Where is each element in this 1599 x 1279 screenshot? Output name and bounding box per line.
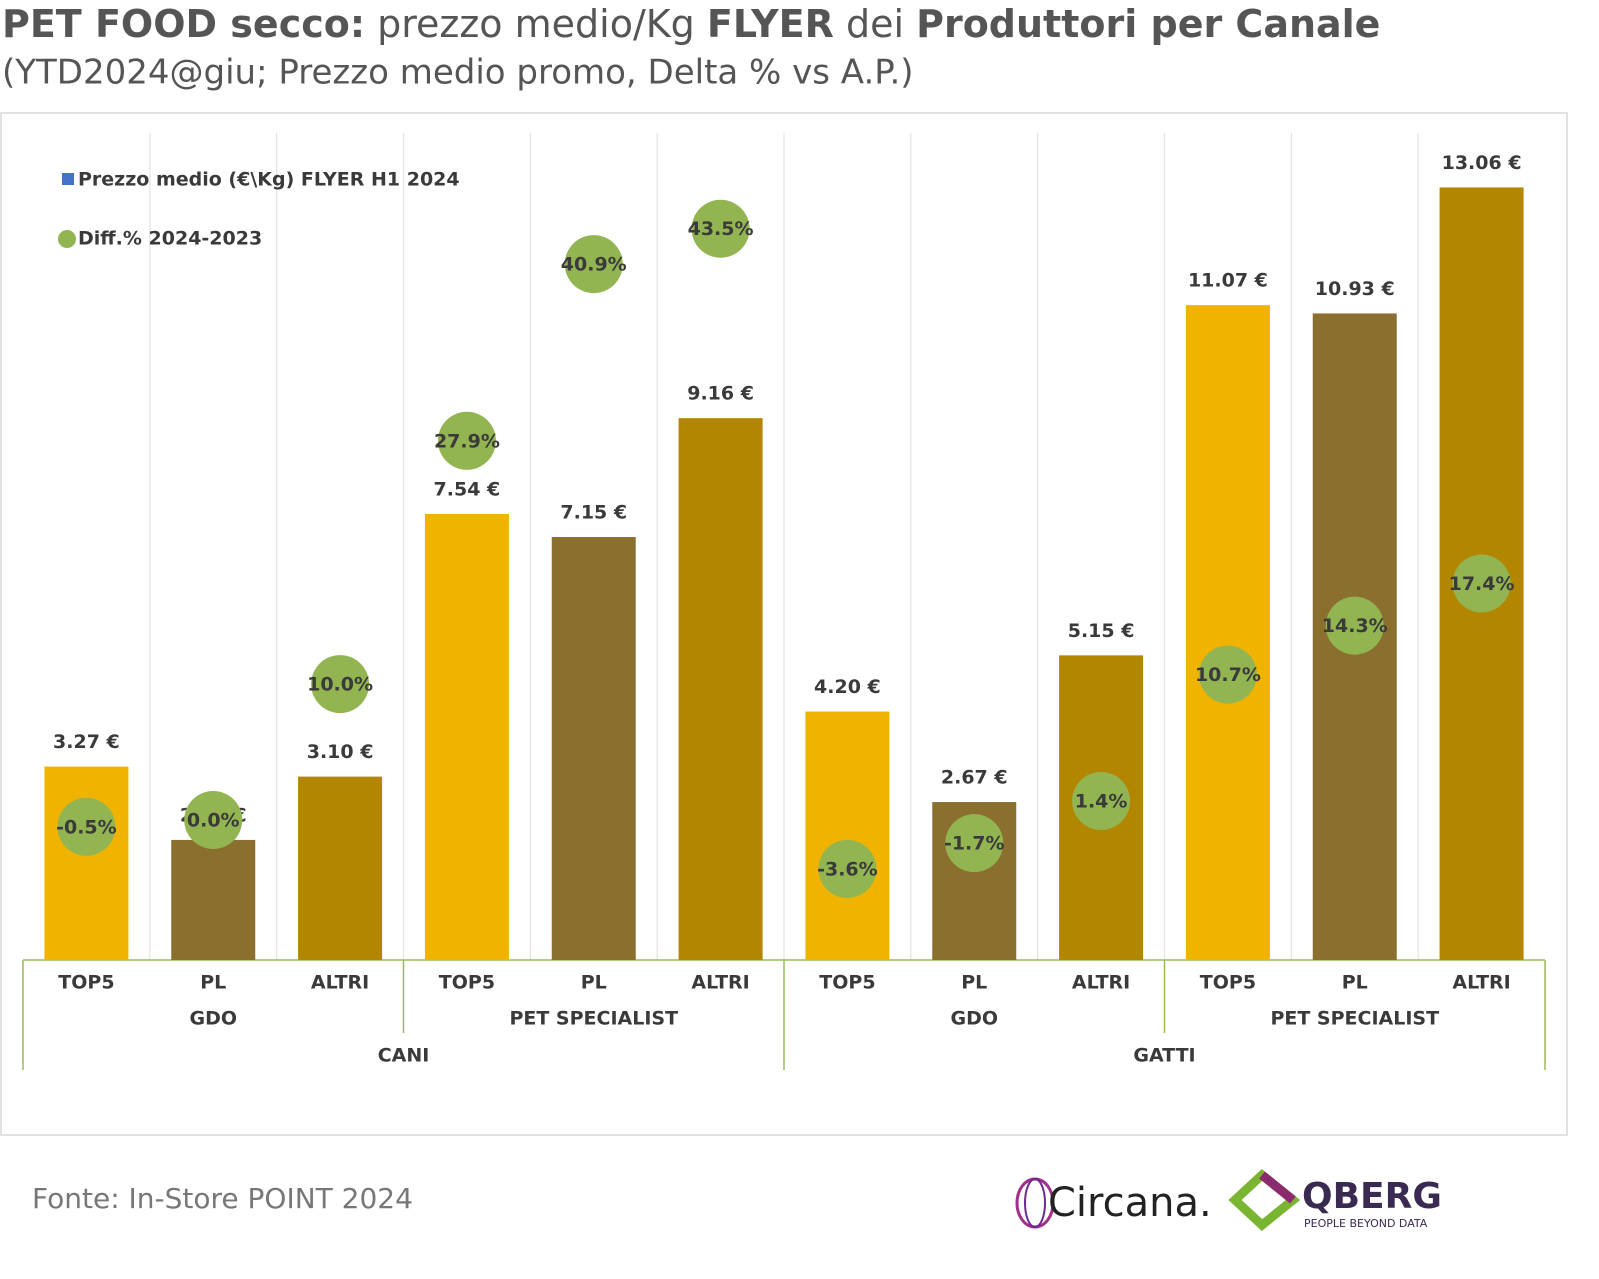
- x-tick-label: ALTRI: [1452, 972, 1510, 994]
- x-tick-label: PL: [581, 972, 607, 994]
- diff-value-label: 1.4%: [1075, 790, 1128, 812]
- diff-value-label: 10.0%: [307, 674, 373, 696]
- bar-value-label: 9.16 €: [687, 383, 754, 405]
- bar-value-label: 5.15 €: [1068, 620, 1135, 642]
- x-tick-label: TOP5: [1200, 972, 1256, 994]
- bar-value-label: 10.93 €: [1315, 278, 1395, 300]
- supergroup-label: CANI: [378, 1045, 430, 1067]
- diff-marker: [1072, 771, 1131, 830]
- logo-icon: [1228, 1169, 1301, 1231]
- x-tick-label: PL: [200, 972, 226, 994]
- bar: [44, 766, 129, 960]
- title-part: prezzo medio/Kg: [365, 2, 707, 46]
- diff-marker: [311, 655, 370, 714]
- bar-value-label: 7.54 €: [434, 478, 501, 500]
- bar: [805, 711, 890, 960]
- diff-value-label: 17.4%: [1449, 573, 1515, 595]
- bar: [551, 537, 636, 960]
- bar-value-label: 3.10 €: [307, 741, 374, 763]
- bar-value-label: 13.06 €: [1442, 152, 1522, 174]
- x-tick-label: TOP5: [819, 972, 875, 994]
- group-label: PET SPECIALIST: [1270, 1008, 1439, 1030]
- diff-marker: [1198, 645, 1257, 704]
- x-tick-label: PL: [961, 972, 987, 994]
- legend-swatch: [58, 230, 76, 248]
- logo-icon: [1024, 1178, 1046, 1228]
- circana-logo: Circana.: [1015, 1177, 1212, 1229]
- diff-value-label: 14.3%: [1322, 615, 1388, 637]
- group-label: PET SPECIALIST: [509, 1008, 678, 1030]
- diff-value-label: 43.5%: [688, 218, 754, 240]
- bar: [298, 776, 383, 960]
- bar-value-label: 2.67 €: [941, 767, 1008, 789]
- bar-value-label: 4.20 €: [814, 676, 881, 698]
- title-part: FLYER: [707, 2, 834, 46]
- title-part: Produttori per Canale: [916, 2, 1380, 46]
- diff-marker: [1325, 596, 1384, 655]
- diff-marker: [691, 199, 750, 258]
- diff-value-label: -0.5%: [56, 816, 117, 838]
- bar: [424, 513, 509, 960]
- title-part: dei: [834, 2, 916, 46]
- legend-label: Diff.% 2024-2023: [78, 228, 262, 250]
- chart-frame: [0, 112, 1568, 1136]
- logo-text: QBERG: [1302, 1176, 1442, 1217]
- x-tick-label: ALTRI: [311, 972, 369, 994]
- group-label: GDO: [950, 1008, 998, 1030]
- diff-value-label: 27.9%: [434, 430, 500, 452]
- chart-title: PET FOOD secco: prezzo medio/Kg FLYER de…: [2, 2, 1380, 46]
- title-part: PET FOOD secco:: [2, 2, 365, 46]
- logo-text: Circana.: [1048, 1180, 1212, 1226]
- diff-marker: [184, 791, 243, 849]
- diff-value-label: 0.0%: [187, 810, 240, 832]
- supergroup-label: GATTI: [1133, 1045, 1195, 1067]
- diff-value-label: -1.7%: [944, 833, 1005, 855]
- x-tick-label: ALTRI: [691, 972, 749, 994]
- diff-marker: [1452, 554, 1511, 613]
- x-tick-label: PL: [1342, 972, 1368, 994]
- x-tick-label: TOP5: [439, 972, 495, 994]
- bar: [171, 839, 256, 960]
- chart-subtitle: (YTD2024@giu; Prezzo medio promo, Delta …: [2, 53, 914, 93]
- bar-value-label: 7.15 €: [560, 502, 627, 524]
- bar-value-label: 3.27 €: [53, 731, 120, 753]
- legend-label: Prezzo medio (€\Kg) FLYER H1 2024: [78, 169, 460, 191]
- bar: [1185, 305, 1270, 961]
- legend-swatch: [62, 173, 74, 185]
- qberg-logo: QBERG PEOPLE BEYOND DATA: [1228, 1169, 1442, 1231]
- source: Fonte: In-Store POINT 2024: [32, 1182, 413, 1215]
- logo-tagline: PEOPLE BEYOND DATA: [1304, 1217, 1428, 1230]
- bar: [678, 418, 763, 960]
- x-tick-label: TOP5: [58, 972, 114, 994]
- group-label: GDO: [189, 1008, 237, 1030]
- logo-icon: [1259, 1171, 1296, 1204]
- diff-marker: [818, 839, 877, 898]
- diff-marker: [564, 235, 623, 294]
- diff-value-label: 10.7%: [1195, 664, 1261, 686]
- bar-value-label: 11.07 €: [1188, 270, 1268, 292]
- diff-marker: [57, 797, 116, 856]
- diff-value-label: -3.6%: [817, 858, 878, 880]
- diff-value-label: 40.9%: [561, 254, 627, 276]
- diff-marker: [437, 411, 496, 470]
- x-tick-label: ALTRI: [1072, 972, 1130, 994]
- diff-marker: [945, 814, 1004, 873]
